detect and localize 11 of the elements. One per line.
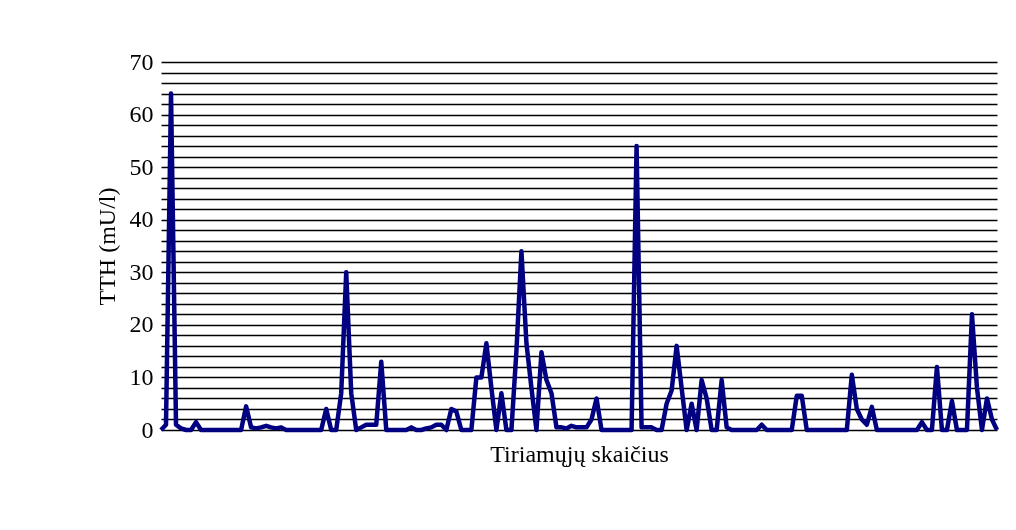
y-tick-label: 70 bbox=[129, 48, 154, 75]
x-axis-title: Tiriamųjų skaičius bbox=[490, 440, 669, 467]
y-tick-label: 40 bbox=[129, 206, 154, 233]
y-tick-label: 20 bbox=[129, 311, 154, 338]
y-tick-label: 0 bbox=[141, 416, 154, 443]
y-tick-label: 60 bbox=[129, 101, 154, 128]
line-series bbox=[158, 91, 1000, 433]
y-tick-label: 50 bbox=[129, 153, 154, 180]
y-axis-title: TTH (mU/l) bbox=[93, 187, 120, 306]
y-tick-label: 30 bbox=[129, 258, 154, 285]
y-tick-label: 10 bbox=[129, 363, 154, 390]
